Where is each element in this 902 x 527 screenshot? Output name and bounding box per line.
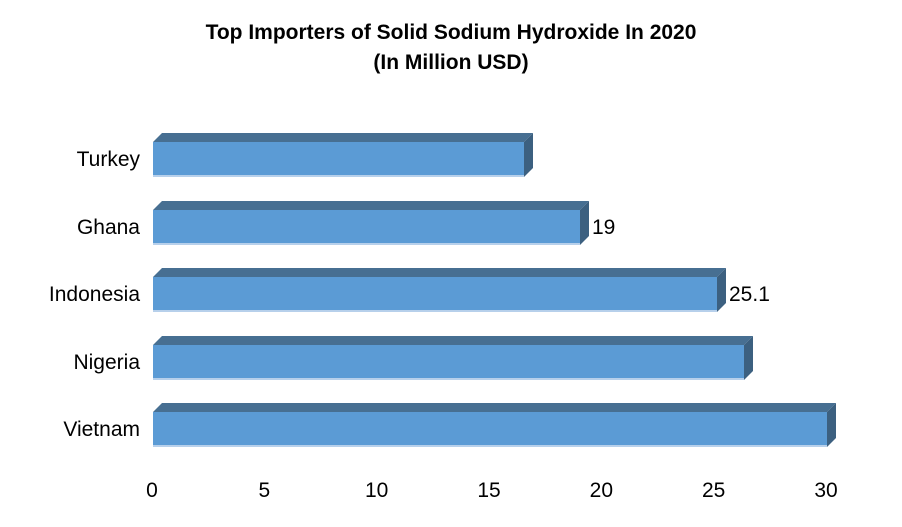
x-tick-30: 30 xyxy=(814,479,838,502)
bar-row-indonesia: Indonesia 25.1 xyxy=(0,267,902,313)
data-label-indonesia: 25.1 xyxy=(729,283,770,306)
category-label-turkey: Turkey xyxy=(76,148,140,171)
category-label-ghana: Ghana xyxy=(76,216,140,239)
x-tick-25: 25 xyxy=(701,479,726,502)
category-label-vietnam: Vietnam xyxy=(63,418,140,441)
bar-indonesia xyxy=(153,277,717,312)
data-label-ghana: 19 xyxy=(592,216,616,239)
category-label-indonesia: Indonesia xyxy=(48,283,140,306)
chart-title-line1: Top Importers of Solid Sodium Hydroxide … xyxy=(205,21,697,44)
x-tick-20: 20 xyxy=(589,479,614,502)
bar-turkey xyxy=(153,142,524,177)
category-label-nigeria: Nigeria xyxy=(73,351,140,374)
x-tick-15: 15 xyxy=(477,479,501,502)
bar-ghana xyxy=(153,210,580,245)
bar-row-ghana: Ghana 19 xyxy=(0,200,902,246)
bar-row-nigeria: Nigeria xyxy=(0,335,902,381)
bar-row-turkey: Turkey xyxy=(0,132,902,178)
x-tick-10: 10 xyxy=(364,479,389,502)
chart-title-line2: (In Million USD) xyxy=(373,51,529,74)
bar-vietnam xyxy=(153,412,827,447)
x-axis: 0 5 10 15 20 25 30 xyxy=(0,478,902,504)
x-tick-0: 0 xyxy=(146,479,158,502)
chart-title: Top Importers of Solid Sodium Hydroxide … xyxy=(0,18,902,78)
bar-row-vietnam: Vietnam xyxy=(0,402,902,448)
bar-nigeria xyxy=(153,345,744,380)
x-tick-5: 5 xyxy=(258,479,271,502)
